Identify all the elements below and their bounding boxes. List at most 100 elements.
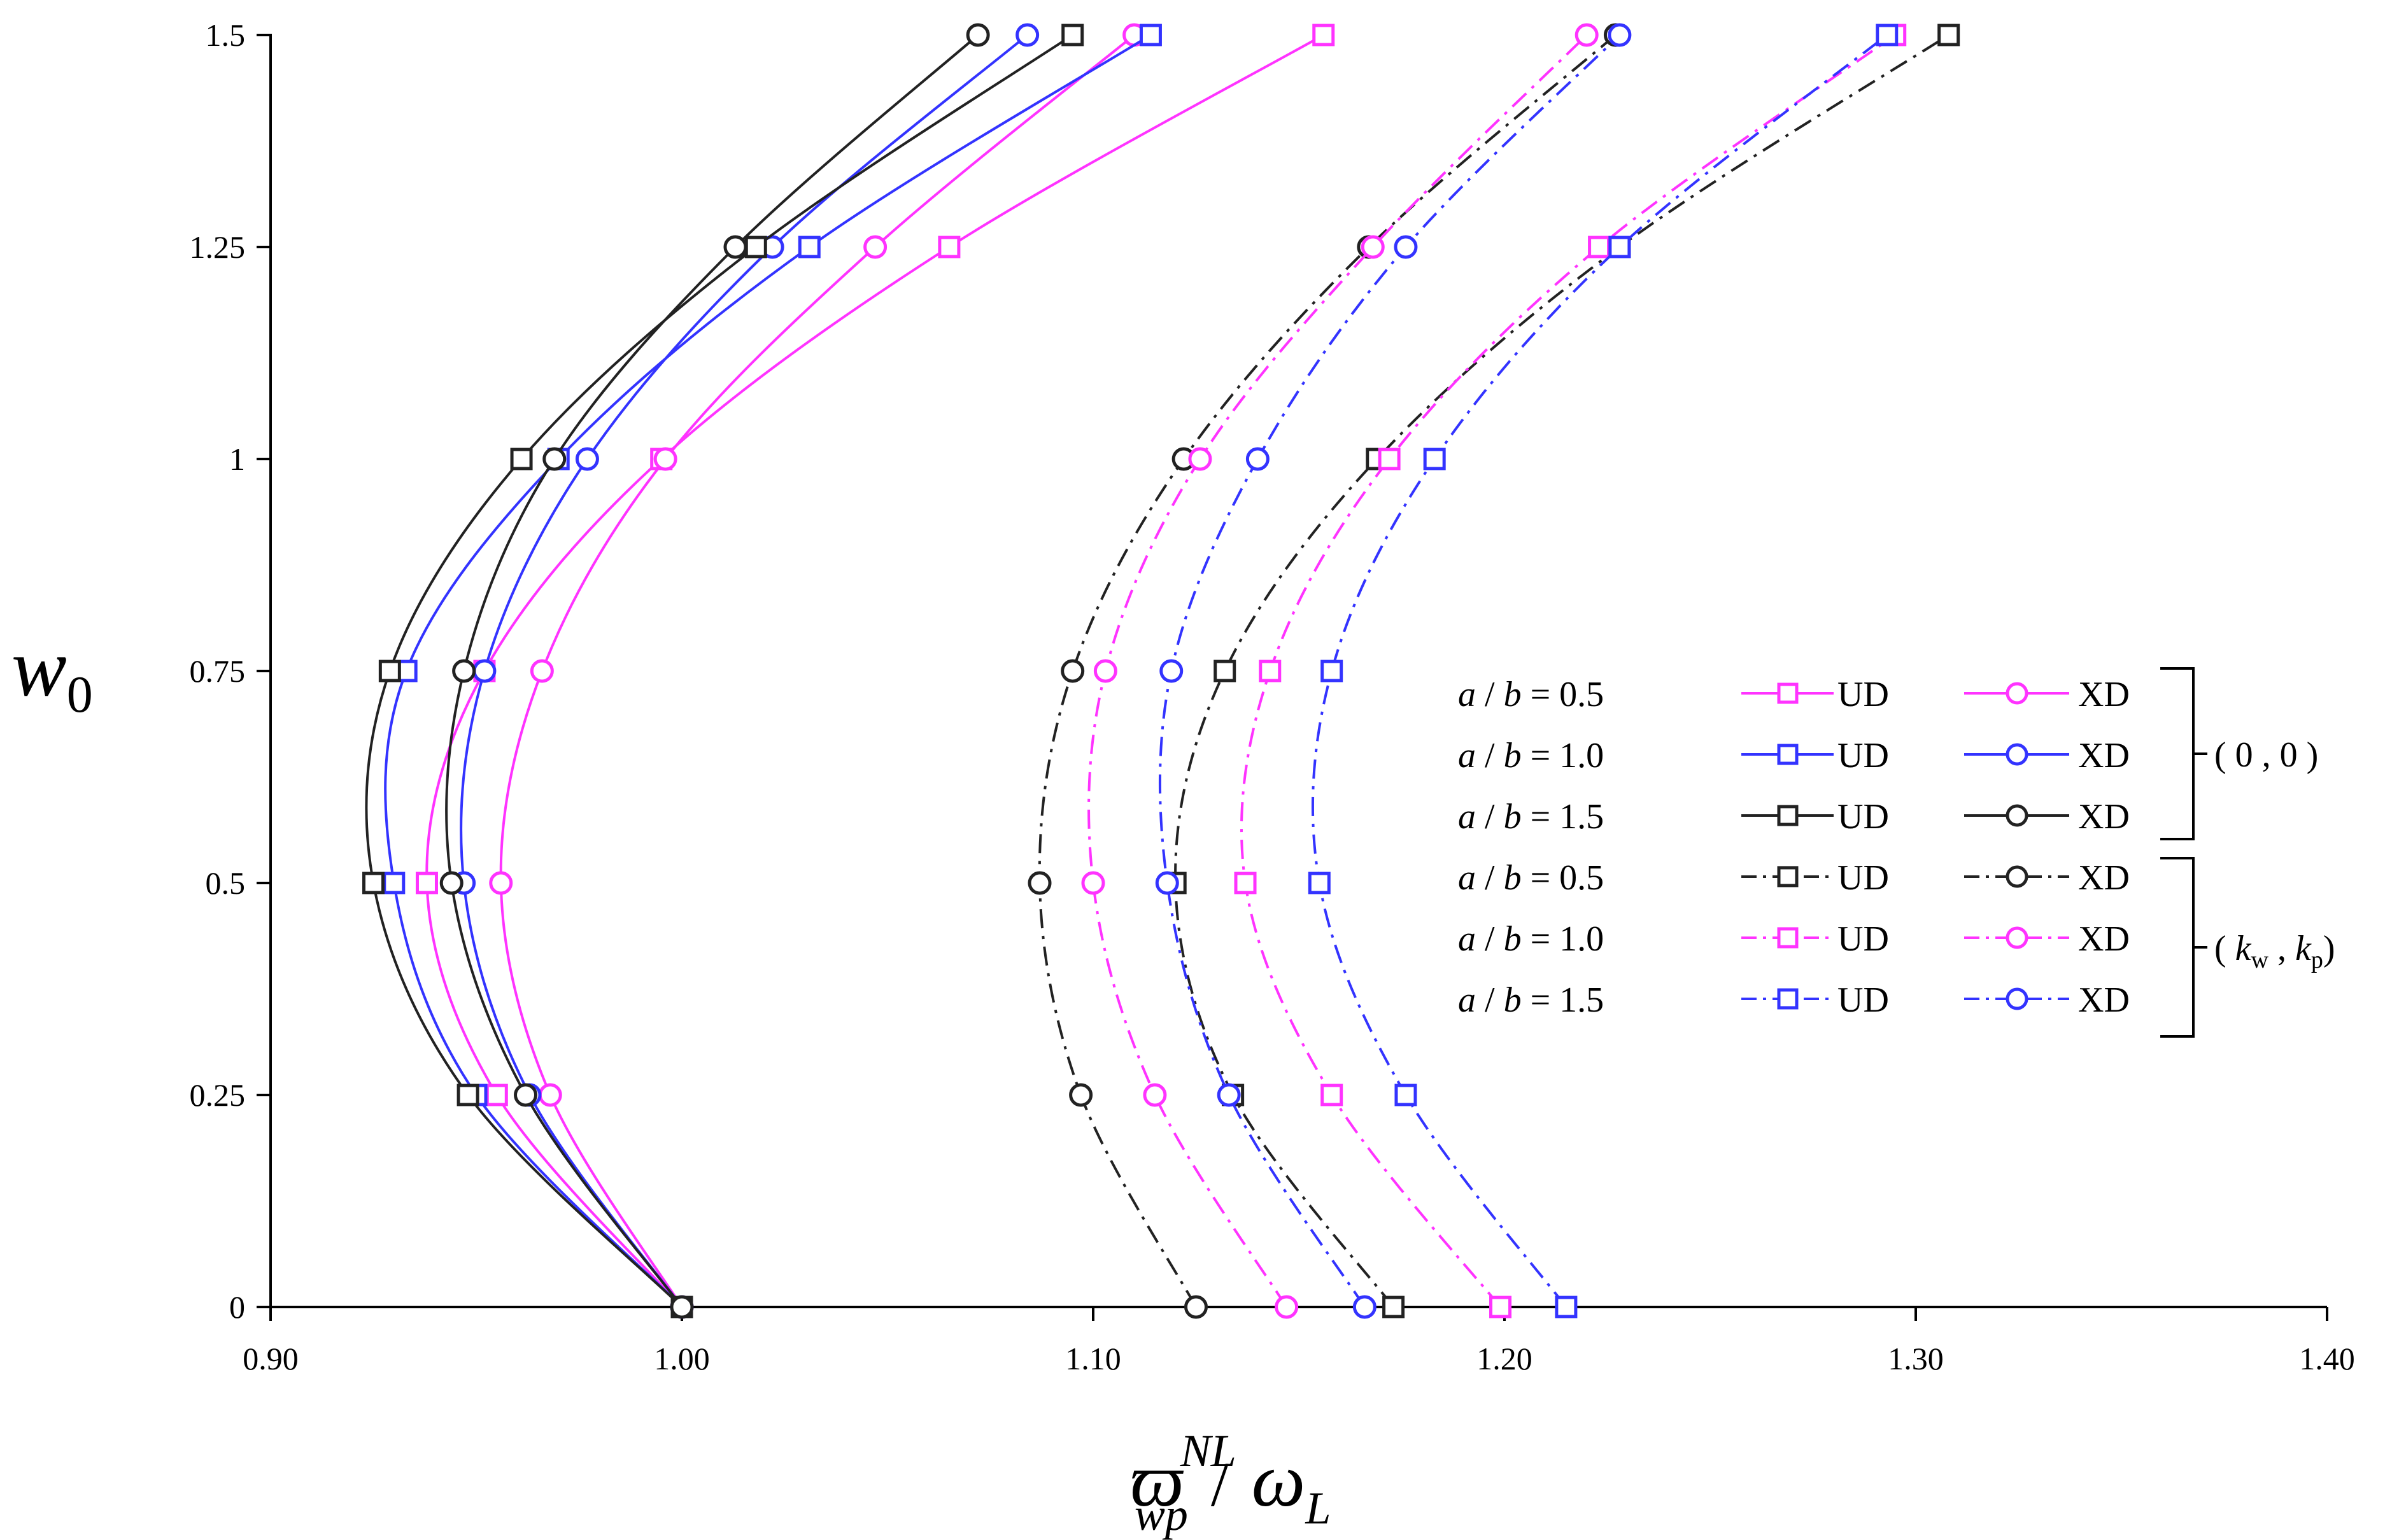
x-title-sup: NL — [1180, 1425, 1236, 1476]
square-marker — [485, 1084, 508, 1106]
x-title-sub2: L — [1305, 1483, 1331, 1534]
legend-xd-label: XD — [2078, 980, 2130, 1020]
square-marker — [1489, 1296, 1512, 1318]
x-title-sub: wp — [1135, 1489, 1188, 1540]
square-marker — [1320, 1084, 1343, 1106]
legend-ud-label: UD — [1837, 675, 1889, 714]
x-title-base: ϖ — [1130, 1438, 1184, 1522]
legend-bracket-elastic — [2160, 857, 2207, 1038]
circle-marker — [575, 447, 599, 471]
square-marker — [1588, 236, 1611, 258]
circle-marker — [439, 871, 464, 895]
legend-xd-label: XD — [2078, 797, 2130, 837]
circle-marker — [2006, 682, 2028, 705]
circle-marker — [452, 659, 476, 683]
circle-marker — [514, 1083, 538, 1107]
legend: a / b = 0.5 UD XD a / b = 1.0 UD XD a / b = 1.… — [1458, 667, 2335, 1038]
circle-marker — [2006, 743, 2028, 766]
circle-marker — [472, 659, 497, 683]
square-marker — [1876, 24, 1899, 46]
axes: 0.90 1.00 1.10 1.20 1.30 1.40 0 0.25 0.5 0.75 1 1.2… — [190, 17, 2355, 1376]
circle-marker — [1093, 659, 1117, 683]
square-marker — [1777, 805, 1799, 826]
x-tick-label: 1.30 — [1888, 1341, 1944, 1376]
series-free-ab0.5-UD — [415, 24, 1335, 1318]
x-title-sep: / — [1211, 1449, 1229, 1520]
series-line — [1174, 34, 1950, 1308]
circle-marker — [1081, 871, 1105, 895]
circle-marker — [1394, 235, 1418, 259]
circle-marker — [2006, 987, 2028, 1010]
circle-marker — [1217, 1083, 1241, 1107]
circle-marker — [863, 235, 888, 259]
circle-marker — [2006, 926, 2028, 949]
legend-group-free: ( 0 , 0 ) — [2214, 735, 2318, 775]
x-tick-label: 1.20 — [1476, 1341, 1532, 1376]
series-elastic-ab1-XD — [1081, 23, 1599, 1319]
square-marker — [1061, 24, 1084, 46]
square-marker — [1777, 927, 1799, 949]
legend-label: a / b = 1.0 — [1458, 919, 1604, 959]
circle-marker — [1069, 1083, 1093, 1107]
circle-marker — [538, 1083, 562, 1107]
circle-marker — [1361, 235, 1385, 259]
circle-marker — [1245, 447, 1270, 471]
square-marker — [1555, 1296, 1578, 1318]
series-line — [384, 34, 1152, 1308]
series-line — [1158, 34, 1621, 1308]
y-tick-label: 0.5 — [206, 865, 246, 901]
legend-ud-label: UD — [1837, 980, 1889, 1020]
y-axis-title: w0 — [11, 622, 93, 723]
legend-xd-label: XD — [2078, 675, 2130, 714]
series-line — [499, 34, 1135, 1308]
circle-marker — [670, 1295, 694, 1319]
series-elastic-ab1.5-UD — [1308, 24, 1899, 1318]
square-marker — [1777, 866, 1799, 887]
square-marker — [1139, 24, 1162, 46]
series-line — [1311, 34, 1888, 1308]
legend-label: a / b = 0.5 — [1458, 858, 1604, 898]
legend-xd-label: XD — [2078, 736, 2130, 775]
circle-marker — [2006, 804, 2028, 827]
series-free-ab1.5-XD — [439, 23, 990, 1319]
legend-label: a / b = 1.5 — [1458, 797, 1604, 837]
legend-ud-label: UD — [1837, 919, 1889, 959]
square-marker — [1777, 682, 1799, 704]
square-marker — [1312, 24, 1335, 46]
square-marker — [1777, 744, 1799, 765]
circle-marker — [1061, 659, 1085, 683]
x-axis-title: ϖNL wp / ωL — [1130, 1425, 1331, 1540]
legend-label: a / b = 1.5 — [1458, 980, 1604, 1020]
square-marker — [383, 872, 406, 894]
x-title-base2: ω — [1252, 1438, 1306, 1522]
legend-ud-label: UD — [1837, 797, 1889, 837]
x-tick-label: 0.90 — [243, 1341, 299, 1376]
series-free-ab1-UD — [383, 24, 1162, 1318]
square-marker — [415, 872, 438, 894]
circle-marker — [1184, 1295, 1208, 1319]
square-marker — [510, 448, 533, 470]
square-marker — [938, 236, 961, 258]
square-marker — [1423, 448, 1446, 470]
y-tick-label: 1 — [229, 441, 245, 477]
square-marker — [1382, 1296, 1405, 1318]
circle-marker — [1015, 23, 1040, 47]
circle-marker — [723, 235, 747, 259]
circle-marker — [542, 447, 567, 471]
x-tick-label: 1.40 — [2299, 1341, 2355, 1376]
legend-ud-label: UD — [1837, 858, 1889, 898]
circle-marker — [1352, 1295, 1376, 1319]
square-marker — [362, 872, 385, 894]
circle-marker — [1188, 447, 1212, 471]
square-marker — [744, 236, 767, 258]
legend-xd-label: XD — [2078, 858, 2130, 898]
circle-marker — [530, 659, 554, 683]
y-tick-label: 1.5 — [206, 17, 246, 53]
square-marker — [1214, 660, 1236, 682]
square-marker — [1378, 448, 1401, 470]
legend-label: a / b = 1.0 — [1458, 736, 1604, 775]
legend-ud-label: UD — [1837, 736, 1889, 775]
legend-xd-label: XD — [2078, 919, 2130, 959]
circle-marker — [653, 447, 677, 471]
